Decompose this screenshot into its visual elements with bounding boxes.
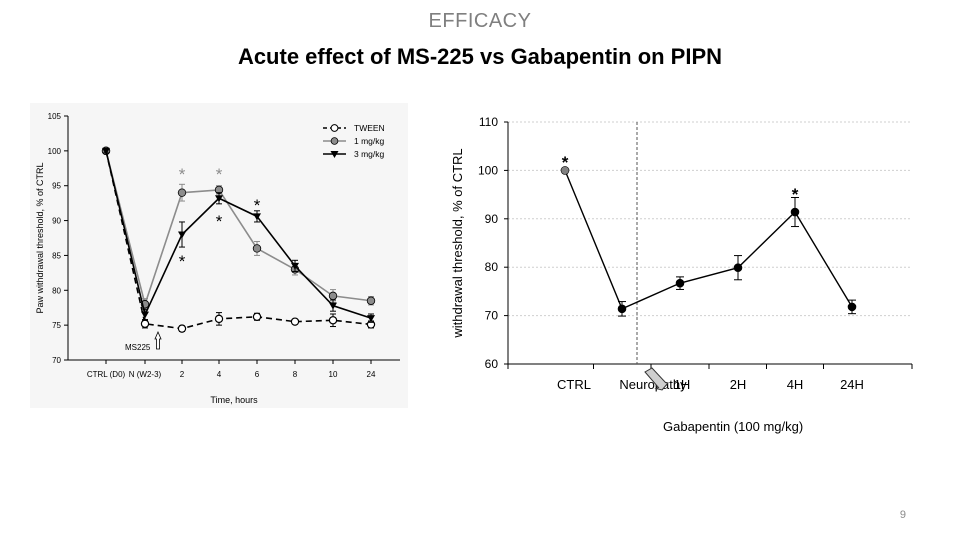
data-point — [140, 319, 150, 328]
data-point — [214, 314, 224, 324]
y-tick-label: 100 — [48, 147, 62, 156]
legend: TWEEN 1 mg/kg 3 mg/kg — [323, 123, 385, 159]
x-tick-label: 4H — [787, 377, 804, 392]
legend-label: 1 mg/kg — [354, 136, 385, 146]
data-point — [675, 278, 685, 288]
y-tick-label: 105 — [48, 112, 62, 121]
x-tick-label: 2 — [180, 370, 185, 379]
series-line — [105, 150, 372, 319]
y-tick-label: 70 — [52, 356, 61, 365]
data-point — [252, 312, 262, 321]
ms225-label: MS225 — [125, 343, 151, 352]
series-line — [564, 170, 853, 310]
y-tick-label: 85 — [52, 251, 61, 260]
significance-marker: * — [254, 196, 261, 215]
legend-label: TWEEN — [354, 123, 385, 133]
data-point — [290, 317, 300, 326]
slide-title: Acute effect of MS-225 vs Gabapentin on … — [237, 44, 723, 69]
gabapentin-arrow — [644, 367, 669, 391]
significance-marker: * — [216, 212, 223, 231]
gabapentin-chart-panel: 60 70 80 90 100 110 CTRL Neuropathy 1H 2H 4H 24H wit… — [440, 108, 920, 438]
y-axis-label: Paw withdrawal threshold, % of CTRL — [35, 162, 45, 313]
x-axis-label: Time, hours — [210, 395, 258, 405]
y-tick-label: 90 — [52, 217, 61, 226]
data-point — [617, 304, 627, 314]
data-point — [790, 207, 800, 217]
data-point — [215, 195, 223, 203]
x-tick-label: 8 — [293, 370, 298, 379]
data-point — [177, 188, 187, 197]
significance-marker: * — [562, 153, 569, 172]
legend-marker — [330, 151, 339, 158]
y-tick-label: 95 — [52, 182, 61, 191]
legend-marker — [330, 124, 339, 132]
page-number: 9 — [899, 509, 906, 521]
data-point — [560, 166, 570, 175]
data-point — [177, 324, 187, 333]
y-tick-label: 100 — [478, 163, 498, 177]
series-line — [105, 150, 372, 308]
x-tick-label: 2H — [730, 377, 747, 392]
x-tick-label: 4 — [217, 370, 222, 379]
y-tick-label: 90 — [485, 212, 499, 226]
ms225-chart-panel: 70 75 80 85 90 95 100 105 CTRL (D0) N (W2-3) 2 4 6 8 1… — [30, 103, 408, 408]
x-tick-label: 10 — [329, 370, 338, 379]
series-line — [105, 150, 372, 330]
x-tick-label: N (W2-3) — [129, 370, 162, 379]
x-tick-label: CTRL (D0) — [87, 370, 126, 379]
data-point — [367, 315, 375, 323]
x-tick-label: 6 — [255, 370, 260, 379]
ms225-arrow — [154, 330, 162, 350]
data-point — [329, 302, 337, 310]
significance-marker: * — [792, 185, 799, 204]
x-tick-label: CTRL — [557, 377, 591, 392]
data-point — [366, 296, 376, 305]
legend-marker — [330, 137, 339, 145]
y-tick-label: 80 — [52, 286, 61, 295]
data-point — [328, 316, 338, 325]
y-tick-label: 75 — [52, 321, 61, 330]
data-point — [102, 147, 110, 155]
series-1 — [101, 146, 376, 311]
series-0 — [560, 166, 857, 317]
x-tick-label: 24H — [840, 377, 864, 392]
treatment-label: Gabapentin (100 mg/kg) — [663, 419, 803, 434]
data-point — [733, 263, 743, 272]
legend-label: 3 mg/kg — [354, 149, 385, 159]
y-tick-label: 80 — [485, 260, 499, 274]
y-tick-label: 70 — [485, 309, 499, 323]
data-point — [328, 291, 338, 301]
data-point — [253, 213, 261, 221]
data-point — [847, 302, 857, 312]
data-point — [252, 244, 262, 253]
significance-marker: * — [179, 252, 186, 271]
x-tick-label: Neuropathy — [619, 377, 687, 392]
x-tick-label: 24 — [367, 370, 376, 379]
series-2 — [102, 147, 375, 323]
data-point — [141, 311, 149, 319]
x-tick-label: 1H — [674, 377, 691, 392]
data-point — [178, 231, 186, 239]
significance-marker: * — [216, 165, 223, 184]
y-tick-label: 60 — [485, 357, 499, 371]
section-label: EFFICACY — [428, 10, 532, 32]
significance-marker: * — [179, 165, 186, 184]
y-axis-label: withdrawal threshold, % of CTRL — [450, 148, 465, 338]
data-point — [291, 262, 299, 270]
y-tick-label: 110 — [479, 115, 498, 129]
